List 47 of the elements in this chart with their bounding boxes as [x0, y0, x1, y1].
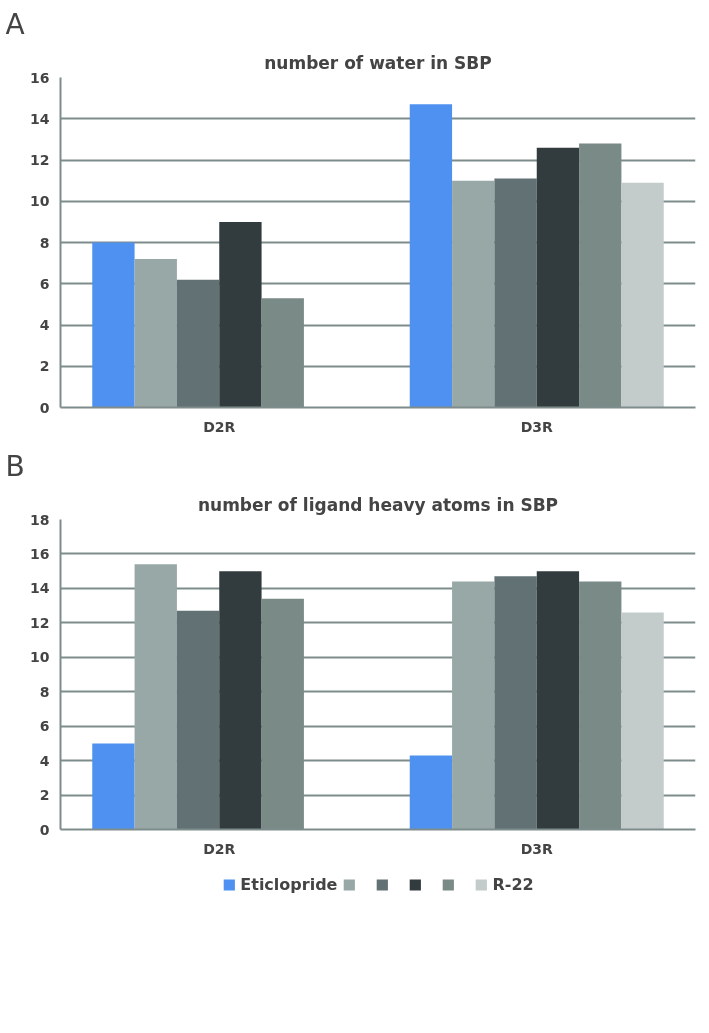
bar — [176, 279, 220, 408]
text: B — [5, 449, 25, 483]
text: A — [5, 7, 25, 41]
legend-label: Eticlopride — [240, 874, 338, 894]
y-tick-label: 12 — [30, 614, 50, 631]
bar — [409, 755, 453, 830]
y-tick-label: 8 — [39, 683, 50, 700]
bar — [621, 182, 664, 408]
y-tick-label: 12 — [30, 152, 50, 168]
y-tick-label: 16 — [30, 545, 50, 562]
y-tick-label: 8 — [39, 234, 50, 251]
bar — [219, 221, 262, 408]
bar — [176, 610, 220, 830]
bar — [621, 612, 664, 830]
y-tick-label: 2 — [39, 358, 50, 375]
bar — [92, 743, 135, 830]
y-tick-label: 0 — [39, 821, 50, 838]
legend-label: R-22 — [492, 874, 534, 894]
chart-title: number of water in SBP — [264, 52, 492, 73]
y-tick-label: 4 — [39, 752, 50, 769]
bar — [409, 104, 453, 408]
bar — [134, 564, 177, 830]
y-tick-label: 6 — [39, 718, 50, 735]
y-tick-label: 14 — [30, 110, 50, 127]
bar — [536, 147, 580, 408]
bar — [536, 571, 580, 830]
y-tick-label: 16 — [30, 69, 50, 86]
bar — [452, 180, 495, 408]
y-tick-label: 18 — [30, 511, 50, 528]
bar — [452, 581, 495, 830]
chart-title: number of ligand heavy atoms in SBP — [197, 494, 559, 515]
bar — [134, 259, 177, 408]
x-tick-label: D2R — [203, 840, 236, 857]
x-tick-label: D2R — [203, 418, 236, 435]
bar — [494, 576, 537, 830]
x-tick-label: D3R — [520, 418, 554, 435]
y-tick-label: 10 — [30, 649, 50, 666]
y-tick-label: 4 — [39, 317, 50, 333]
x-tick-label: D3R — [520, 840, 554, 857]
y-tick-label: 10 — [30, 193, 50, 210]
bar — [92, 242, 135, 408]
y-tick-label: 14 — [30, 580, 50, 597]
y-tick-label: 2 — [39, 787, 50, 804]
bar — [494, 178, 537, 408]
y-tick-label: 6 — [39, 275, 50, 292]
bar — [219, 571, 262, 830]
y-tick-label: 0 — [39, 399, 50, 416]
